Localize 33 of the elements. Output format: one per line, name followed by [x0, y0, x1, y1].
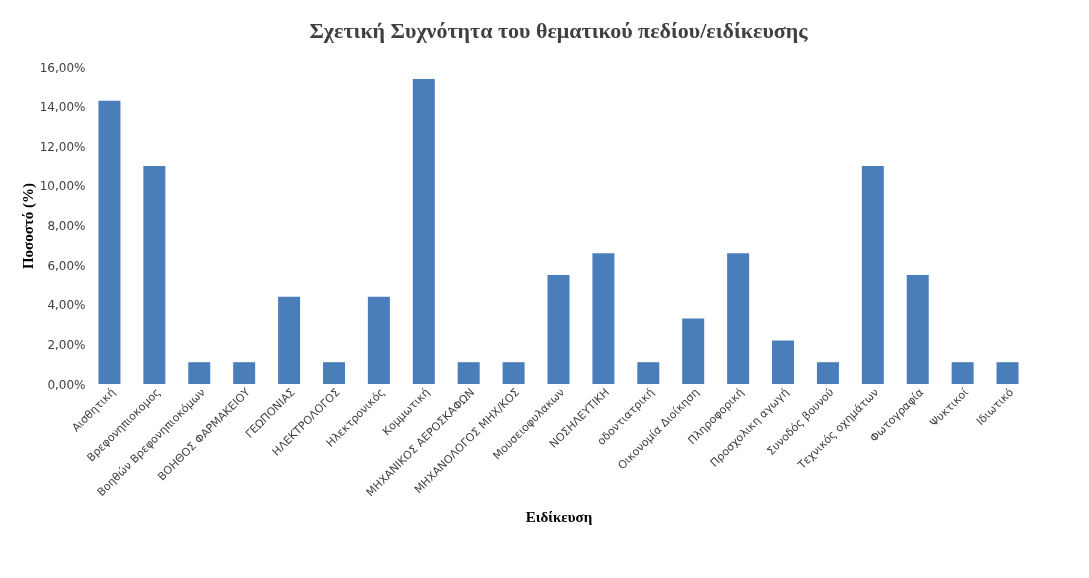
bar — [188, 362, 211, 384]
chart-title: Σχετική Συχνότητα του θεματικού πεδίου/ειδίκευσης — [309, 18, 809, 43]
bar — [727, 253, 750, 384]
bar — [278, 296, 301, 384]
bar — [322, 362, 345, 384]
y-tick-label: 8,00% — [47, 219, 86, 233]
bar — [412, 78, 435, 384]
bar — [547, 275, 570, 384]
y-tick-label: 0,00% — [47, 377, 86, 392]
bar — [906, 275, 929, 384]
bar — [996, 362, 1019, 384]
bar — [592, 253, 615, 384]
bar — [637, 362, 660, 384]
bar — [457, 362, 480, 384]
bar — [772, 340, 795, 384]
bar — [143, 166, 166, 384]
bar — [98, 100, 121, 384]
y-tick-label: 6,00% — [47, 258, 86, 273]
bar — [682, 318, 705, 384]
y-axis-title: Ποσοστό (%) — [19, 182, 37, 270]
bar — [816, 362, 839, 384]
y-tick-label: 14,00% — [39, 100, 86, 115]
x-axis-title: Ειδίκευση — [525, 509, 593, 526]
bar — [861, 166, 884, 384]
bar — [233, 362, 256, 384]
y-tick-label: 16,00% — [39, 60, 86, 75]
y-tick-label: 2,00% — [47, 337, 86, 352]
bar — [367, 296, 390, 384]
bar — [951, 362, 974, 384]
y-tick-label: 4,00% — [47, 298, 86, 313]
y-tick-label: 12,00% — [39, 139, 86, 154]
bar — [502, 362, 525, 384]
y-tick-label: 10,00% — [39, 179, 86, 194]
